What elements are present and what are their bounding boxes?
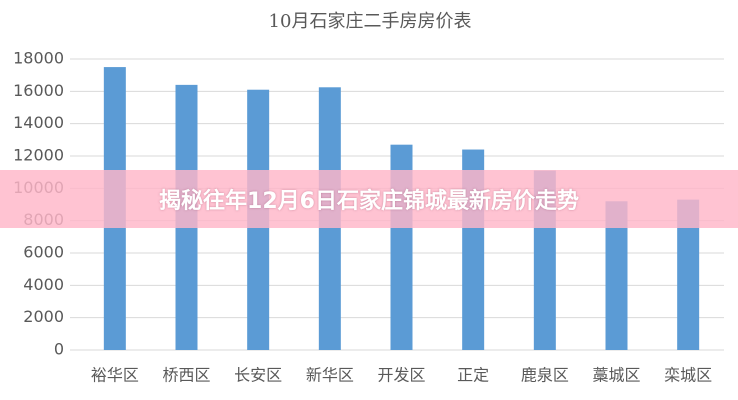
- bar: [605, 201, 628, 350]
- x-tick-label: 新华区: [306, 366, 354, 385]
- chart-title: 10月石家庄二手房房价表: [269, 11, 472, 32]
- y-tick-label: 0: [54, 340, 64, 359]
- x-tick-label: 鹿泉区: [521, 366, 569, 385]
- bar: [677, 199, 700, 350]
- y-tick-label: 2000: [23, 307, 64, 326]
- y-tick-label: 6000: [23, 243, 64, 262]
- x-tick-label: 桥西区: [162, 366, 210, 385]
- y-tick-label: 12000: [13, 146, 64, 165]
- y-tick-label: 16000: [13, 81, 64, 100]
- overlay-title: 揭秘往年12月6日石家庄锦城最新房价走势: [0, 170, 738, 228]
- x-tick-label: 长安区: [234, 366, 282, 385]
- x-tick-label: 开发区: [377, 366, 425, 385]
- x-tick-label: 正定: [457, 366, 489, 385]
- x-tick-label: 裕华区: [91, 366, 139, 385]
- x-tick-label: 藁城区: [592, 366, 640, 385]
- y-tick-label: 18000: [13, 49, 64, 68]
- y-tick-label: 4000: [23, 275, 64, 294]
- x-tick-label: 栾城区: [664, 366, 712, 385]
- y-tick-label: 14000: [13, 113, 64, 132]
